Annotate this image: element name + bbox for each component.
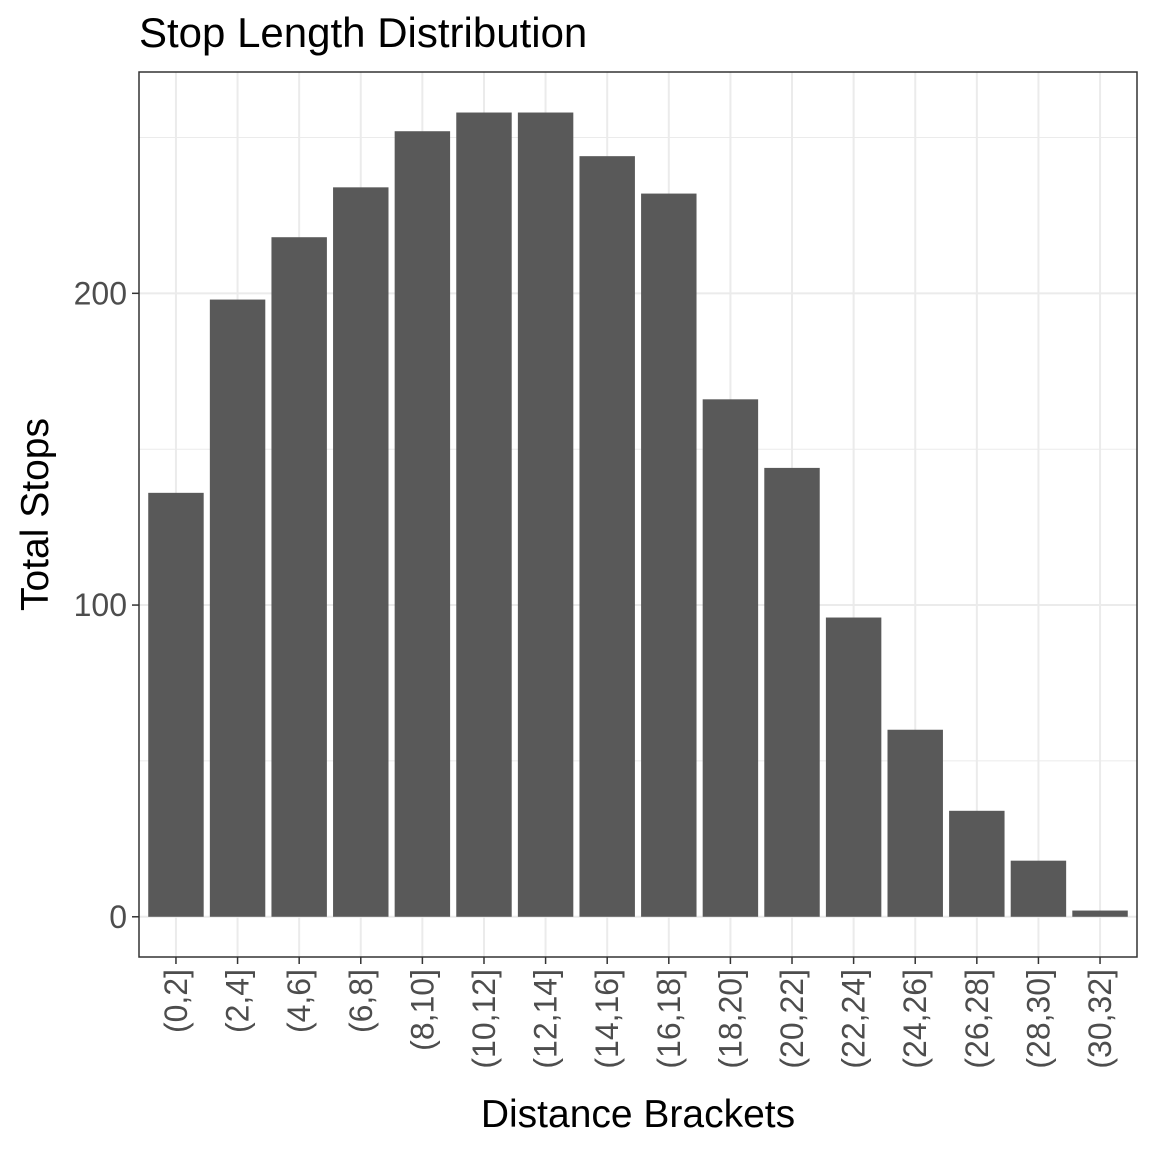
x-tick-label: (10,12] [466, 969, 502, 1069]
x-tick-label: (12,14] [528, 969, 564, 1069]
bar [1010, 860, 1067, 917]
y-tick-label: 0 [109, 899, 127, 935]
bar [456, 112, 512, 917]
panel-border [138, 71, 1138, 958]
bar [702, 399, 759, 917]
x-tick-label: (26,28] [959, 969, 995, 1069]
x-tick-label: (6,8] [343, 969, 379, 1033]
bar [517, 112, 574, 917]
x-tick-label: (14,16] [589, 969, 625, 1069]
x-tick-label: (18,20] [712, 969, 748, 1069]
y-axis-title: Total Stops [14, 418, 57, 611]
axes: 0 100 200 (0,2] (2,4] (4,6] (6,8] (8,10] (10,12]… [74, 275, 1118, 1068]
x-axis-title: Distance Brackets [481, 1093, 795, 1136]
x-tick-label: (0,2] [158, 969, 194, 1033]
bar [148, 492, 204, 917]
bar [641, 193, 697, 917]
bar [579, 156, 635, 917]
y-tick-label: 100 [74, 587, 127, 623]
bar [949, 810, 1005, 917]
x-tick-label: (28,30] [1020, 969, 1056, 1069]
x-tick-label: (8,10] [404, 969, 440, 1051]
bar [394, 131, 451, 917]
chart-title: Stop Length Distribution [139, 9, 587, 56]
bars [148, 112, 1128, 917]
bar [333, 187, 389, 917]
bar [825, 617, 882, 917]
x-tick-label: (4,6] [281, 969, 317, 1033]
bar [1072, 910, 1128, 917]
y-tick-label: 200 [74, 275, 127, 311]
bar [271, 237, 327, 917]
x-tick-label: (2,4] [220, 969, 256, 1033]
bar [887, 729, 943, 917]
x-tick-label: (16,18] [651, 969, 687, 1069]
x-tick-label: (20,22] [774, 969, 810, 1069]
x-tick-label: (22,24] [836, 969, 872, 1069]
bar [209, 299, 266, 917]
x-tick-label: (24,26] [897, 969, 933, 1069]
bar [764, 467, 820, 917]
x-tick-label: (30,32] [1082, 969, 1118, 1069]
